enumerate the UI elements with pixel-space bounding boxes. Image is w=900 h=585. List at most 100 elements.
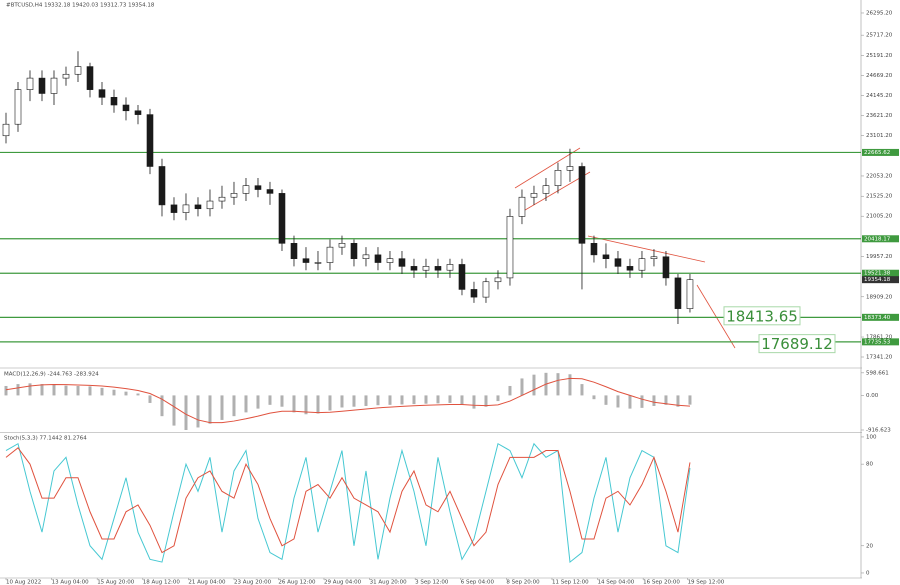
y-tick-label: 19957.20 [866,254,893,260]
macd-bar [592,395,596,400]
level-tag-label: 17735.53 [864,339,891,345]
macd-bar [520,378,524,396]
candle-body [578,166,586,244]
candle-body [146,114,154,167]
level-tag [862,269,899,277]
candle-body [470,289,478,298]
macd-bar [232,395,236,417]
macd-bar [112,389,116,396]
candle-body [662,256,670,279]
macd-bar [340,395,344,408]
candle-body [554,170,562,186]
candle-body [62,73,70,79]
macd-bar [496,395,500,402]
y-tick-label: 22053.20 [866,173,893,179]
y-tick-label: 26295.20 [866,10,893,16]
macd-bar [664,395,668,405]
macd-bar [292,395,296,413]
candle-body [638,258,646,271]
macd-bar [16,384,20,396]
macd-bar [40,384,44,396]
panel-title: MACD(12,26,9) -244.763 -283.924 [4,372,99,378]
macd-bar [640,395,644,408]
macd-bar [652,395,656,406]
macd-bar [436,395,440,404]
candle-body [566,166,574,171]
macd-bar [76,385,80,396]
candle-body [14,89,22,125]
x-tick-label: 29 Aug 04:00 [324,580,362,585]
macd-bar [304,395,308,415]
candle-body [158,166,166,206]
x-tick-label: 19 Sep 12:00 [688,580,725,585]
y-tick-label: 21005.20 [866,214,893,220]
level-tag-label: 22665.62 [864,150,890,156]
x-tick-label: 31 Aug 20:00 [370,580,408,585]
stoch-line [5,442,691,564]
y-tick-label: 25191.20 [866,53,893,59]
macd-bar [88,386,92,396]
level-tag [862,148,899,156]
y-tick-label: 100 [866,434,877,440]
macd-bar [568,374,572,396]
candle-body [218,196,226,202]
candle-body [674,277,682,309]
candle-body [458,264,466,290]
x-tick-label: 13 Aug 04:00 [52,580,90,585]
macd-bar [484,395,488,407]
candle-body [2,123,10,137]
candle-body [338,243,346,248]
macd-bar [208,395,212,424]
candle-body [614,258,622,267]
macd-bar [268,395,272,405]
macd-bar [256,395,260,409]
panel-title: Stoch(5,3,3) 77.1442 81.2764 [4,436,87,442]
candle-body [26,77,34,90]
y-tick-label: 598.661 [866,370,889,376]
macd-bar [556,373,560,396]
candle-body [50,77,58,94]
x-tick-label: 6 Sep 04:00 [461,580,495,585]
projection-line [696,284,736,349]
level-tag [862,313,899,321]
macd-bar [172,395,176,426]
macd-bar [124,391,128,396]
x-tick-label: 18 Aug 12:00 [143,580,181,585]
candle-body [170,204,178,213]
macd-signal [5,377,691,424]
macd-bar [316,395,320,414]
y-tick-label: 23101.20 [866,133,893,139]
candle-body [194,204,202,210]
macd-bar [448,395,452,403]
annotation-box [758,334,836,354]
candle-body [110,97,118,106]
candle-body [626,266,634,271]
macd-bar [400,395,404,405]
x-tick-label: 10 Aug 2022 [6,580,41,585]
level-tag [862,338,899,346]
y-tick-label: 17861.20 [866,335,893,341]
candle-body [266,189,274,194]
candle-body [98,89,106,98]
macd-bar [136,393,140,396]
y-tick-label: 80 [866,462,873,468]
y-tick-label: -916.623 [866,427,891,433]
macd-bar [580,384,584,396]
candle-body [86,66,94,90]
candle-body [314,262,322,264]
level-tag-label: 18373.40 [864,315,891,321]
macd-bar [148,395,152,403]
x-tick-label: 8 Sep 20:00 [506,580,540,585]
x-tick-label: 3 Sep 12:00 [415,580,449,585]
x-tick-label: 15 Aug 20:00 [97,580,135,585]
macd-bar [508,385,512,396]
y-tick-label: 17341.20 [866,355,893,361]
macd-bar [412,395,416,405]
annotation-label: 17689.12 [761,335,833,353]
candle-body [650,256,658,259]
y-tick-label: 0 [866,570,870,576]
chart-title: #BTCUSD,H4 19332.18 19420.03 19312.73 19… [6,3,155,9]
candle-body [362,254,370,259]
candle-body [278,193,286,244]
